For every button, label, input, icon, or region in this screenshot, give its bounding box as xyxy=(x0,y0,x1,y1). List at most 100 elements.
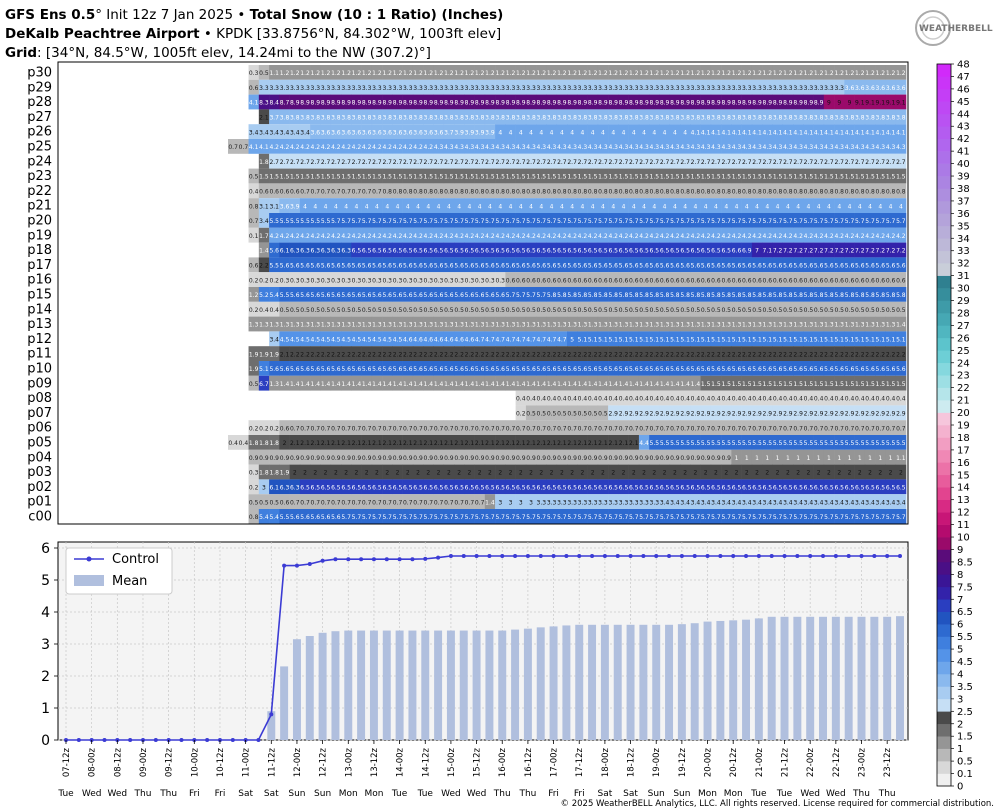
heatmap-cell-value: 1.2 xyxy=(475,70,485,77)
heatmap-cell xyxy=(505,257,516,273)
heatmap-cell xyxy=(258,109,270,125)
heatmap-cell xyxy=(382,198,393,213)
heatmap-cell xyxy=(536,227,547,243)
heatmap-cell-value: 2 xyxy=(488,470,492,477)
heatmap-cell-value: 2.1 xyxy=(413,440,423,447)
heatmap-cell xyxy=(279,168,290,184)
heatmap-cell-value: 0.7 xyxy=(341,499,351,506)
heatmap-cell-value: 1.5 xyxy=(855,381,865,388)
heatmap-cell-value: 4 xyxy=(755,203,759,210)
heatmap-cell-value: 1.2 xyxy=(516,70,526,77)
heatmap-cell-value: 4.3 xyxy=(721,144,731,151)
heatmap-cell-value: 0.5 xyxy=(537,410,547,417)
heatmap-cell-value: 2.2 xyxy=(680,351,690,358)
heatmap-cell xyxy=(361,420,373,435)
heatmap-cell xyxy=(392,287,403,302)
heatmap-cell xyxy=(608,213,619,228)
heatmap-cell xyxy=(618,213,629,228)
heatmap-cell-value: 3.3 xyxy=(721,85,731,92)
heatmap-cell-value: 3.3 xyxy=(814,85,824,92)
heatmap-cell-value: 0.3 xyxy=(290,277,300,284)
heatmap-cell xyxy=(751,153,763,169)
control-point xyxy=(525,554,530,558)
heatmap-cell xyxy=(567,361,578,376)
heatmap-cell xyxy=(299,153,311,169)
heatmap-cell-value: 5.6 xyxy=(372,262,382,269)
heatmap-cell-value: 0.8 xyxy=(783,188,793,195)
heatmap-cell xyxy=(885,168,897,184)
heatmap-cell-value: 3.3 xyxy=(619,499,629,506)
heatmap-cell-value: 5.1 xyxy=(896,336,906,343)
heatmap-cell-value: 4 xyxy=(837,203,841,210)
heatmap-cell xyxy=(392,375,403,391)
heatmap-cell xyxy=(669,168,681,184)
heatmap-cell-value: 1.4 xyxy=(259,248,269,255)
heatmap-cell xyxy=(741,449,753,465)
heatmap-cell xyxy=(423,79,434,95)
heatmap-cell xyxy=(402,346,414,361)
heatmap-cell xyxy=(710,168,722,184)
heatmap-cell xyxy=(741,346,753,361)
heatmap-cell xyxy=(258,94,270,110)
heatmap-row-p15: 1.2 5.2 5.4 5.5 5.6 5.6 5.6 5.6 5.6 5.6 5.6 5.6 5.6 5… xyxy=(248,287,907,302)
heatmap-cell-value: 0.7 xyxy=(670,425,680,432)
heatmap-cell xyxy=(638,139,650,154)
heatmap-cell-value: 3.4 xyxy=(249,129,259,136)
heatmap-cell xyxy=(433,168,445,184)
heatmap-cell-value: 2.9 xyxy=(834,410,844,417)
heatmap-cell-value: 0.4 xyxy=(876,396,886,403)
heatmap-cell-value: 5.6 xyxy=(331,366,341,373)
colorbar-tick-label: 7 xyxy=(957,595,963,606)
heatmap-cell xyxy=(299,168,311,184)
heatmap-cell xyxy=(823,449,835,465)
control-point xyxy=(500,554,505,558)
heatmap-cell-value: 5.7 xyxy=(537,218,547,225)
heatmap-cell xyxy=(464,227,475,243)
heatmap-cell-value: 5.5 xyxy=(691,440,701,447)
heatmap-cell-value: 4 xyxy=(519,203,523,210)
heatmap-cell-value: 2.2 xyxy=(639,351,649,358)
heatmap-cell-value: 3.8 xyxy=(691,114,701,121)
heatmap-cell-value: 0.7 xyxy=(588,425,598,432)
heatmap-cell-value: 2.2 xyxy=(352,351,362,358)
heatmap-cell-value: 4 xyxy=(652,129,656,136)
heatmap-cell-value: 5.7 xyxy=(393,218,403,225)
control-point xyxy=(448,554,453,558)
heatmap-cell xyxy=(608,94,619,110)
heatmap-cell xyxy=(269,213,280,228)
heatmap-cell-value: 3.8 xyxy=(311,114,321,121)
heatmap-cell xyxy=(320,213,332,228)
heatmap-cell xyxy=(803,301,814,317)
heatmap-cell xyxy=(474,316,486,332)
heatmap-cell-value: 1 xyxy=(848,455,852,462)
heatmap-cell-value: 1.2 xyxy=(814,70,824,77)
heatmap-cell-value: 7.2 xyxy=(793,248,803,255)
control-point xyxy=(846,554,851,558)
heatmap-cell-value: 1.3 xyxy=(598,322,608,329)
heatmap-cell xyxy=(608,168,619,184)
heatmap-cell-value: 6.3 xyxy=(311,248,321,255)
heatmap-cell-value: 5.6 xyxy=(321,292,331,299)
heatmap-cell xyxy=(433,316,445,332)
heatmap-cell-value: 1.4 xyxy=(444,381,454,388)
colorbar-cell xyxy=(937,474,951,488)
heatmap-cell-value: 2.7 xyxy=(670,159,680,166)
x-date-label: 21-00z xyxy=(755,747,765,777)
x-date-label: 10-12z xyxy=(216,747,226,777)
heatmap-cell-value: 7.2 xyxy=(845,248,855,255)
heatmap-cell-value: 4.6 xyxy=(434,336,444,343)
heatmap-cell-value: 1.5 xyxy=(804,381,814,388)
heatmap-cell-value: 0.6 xyxy=(280,425,290,432)
heatmap-cell-value: 5.7 xyxy=(393,514,403,521)
heatmap-cell xyxy=(834,346,845,361)
heatmap-cell-value: 2 xyxy=(806,470,810,477)
heatmap-cell-value: 0.4 xyxy=(608,396,618,403)
heatmap-cell xyxy=(618,361,629,376)
heatmap-cell-value: 1.2 xyxy=(588,70,598,77)
heatmap-cell xyxy=(875,79,886,95)
heatmap-cell-value: 0.9 xyxy=(608,455,618,462)
heatmap-cell-value: 6.5 xyxy=(331,484,341,491)
heatmap-cell xyxy=(834,227,845,243)
heatmap-cell xyxy=(587,198,599,213)
